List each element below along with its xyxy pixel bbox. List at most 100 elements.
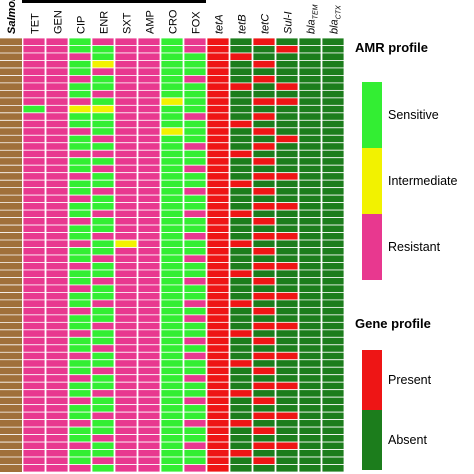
cell [114,277,138,286]
cell [229,359,253,368]
cell [45,194,69,204]
cell [68,269,92,278]
cell [45,299,69,308]
cell [275,209,299,218]
cell [91,157,115,166]
cell [321,217,345,226]
cell [183,232,207,241]
cell [183,254,207,263]
cell [252,45,276,54]
cell [298,172,322,181]
cell [91,404,115,413]
cell [22,299,46,308]
cell [91,359,115,368]
cell [229,269,253,278]
cell [298,314,322,323]
cell [206,224,230,233]
cell [114,299,138,308]
cell [45,254,69,263]
cell [252,89,276,99]
cell [275,60,299,69]
cell [183,374,207,383]
cell [252,396,276,406]
cell [183,404,207,413]
cell [160,321,184,331]
cell [321,247,345,256]
cell [160,157,184,166]
cell [160,89,184,99]
cell [160,134,184,144]
cell [114,104,138,114]
cell [229,449,253,458]
cell [206,292,230,301]
cell [45,60,69,69]
cell [22,359,46,368]
cell [22,449,46,458]
cell [160,411,184,421]
cell [68,411,92,421]
cell [298,306,322,316]
cell [275,179,299,189]
cell [298,254,322,263]
cell [137,157,161,166]
cell [137,449,161,458]
cell [229,60,253,69]
cell [229,89,253,99]
cell [160,389,184,398]
cell [275,119,299,129]
cell [45,269,69,278]
cell [160,37,184,46]
cell [91,104,115,114]
cell [206,254,230,263]
cell [298,336,322,346]
cell [183,67,207,76]
cell [183,314,207,323]
cell [321,67,345,76]
cell [183,306,207,316]
cell [229,104,253,114]
cell [252,306,276,316]
column-label: tetA [214,14,226,34]
cell [137,224,161,233]
cell [275,434,299,443]
cell [252,366,276,376]
cell [68,434,92,443]
cell [91,292,115,301]
cell [91,112,115,121]
cell [137,396,161,406]
cell [206,366,230,376]
cell [91,426,115,435]
cell [206,179,230,189]
cell [321,187,345,196]
cell [160,269,184,278]
cell [68,82,92,91]
cell [229,277,253,286]
cell [137,104,161,114]
cell [183,419,207,428]
cell [137,321,161,331]
cell [321,97,345,106]
cell [137,149,161,159]
column-label-main: Sul-I [283,11,295,34]
cell [68,67,92,76]
cell [137,202,161,211]
cell [114,254,138,263]
cell [321,426,345,435]
cell [68,194,92,204]
cell [206,374,230,383]
cell [160,52,184,61]
cell [160,381,184,391]
cell [252,389,276,398]
cell [275,254,299,263]
cell [91,396,115,406]
cell [321,351,345,361]
cell [298,209,322,218]
cell [275,37,299,46]
column-label: tetB [237,14,249,34]
cell [252,434,276,443]
cell [229,456,253,465]
cell [229,67,253,76]
cell [68,164,92,174]
cell [22,104,46,114]
cell [275,164,299,174]
